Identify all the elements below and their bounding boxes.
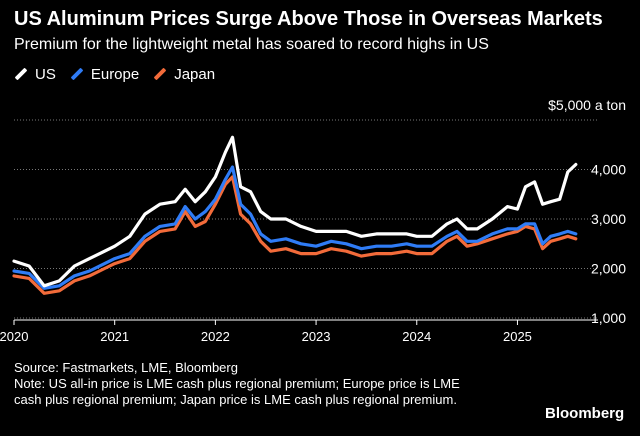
legend-label-us: US <box>35 65 56 83</box>
y-tick-label-5000: $5,000 a ton <box>548 97 626 113</box>
x-tick-label-2024: 2024 <box>402 329 431 344</box>
method-note: Note: US all-in price is LME cash plus r… <box>14 376 460 407</box>
legend-label-japan: Japan <box>174 65 216 83</box>
series-line-japan <box>12 175 578 295</box>
legend-item-us: US <box>14 66 56 83</box>
x-tick-label-2021: 2021 <box>100 329 129 344</box>
source-note: Source: Fastmarkets, LME, Bloomberg <box>14 360 238 375</box>
legend-label-europe: Europe <box>90 65 140 83</box>
footer-notes: Source: Fastmarkets, LME, Bloomberg Note… <box>14 360 484 408</box>
x-tick-label-2022: 2022 <box>201 329 230 344</box>
x-tick-label-2020: 2020 <box>0 329 28 344</box>
chart-title: US Aluminum Prices Surge Above Those in … <box>14 8 603 30</box>
legend-item-japan: Japan <box>153 66 215 83</box>
y-tick-label-2000: 2,000 <box>591 261 626 277</box>
chart-subtitle: Premium for the lightweight metal has so… <box>14 36 489 53</box>
legend: US Europe Japan <box>14 63 229 85</box>
legend-item-europe: Europe <box>70 66 139 83</box>
y-tick-label-4000: 4,000 <box>591 162 626 178</box>
y-tick-label-3000: 3,000 <box>591 211 626 227</box>
series-line-us <box>12 135 578 288</box>
x-tick-label-2025: 2025 <box>503 329 532 344</box>
x-tick-label-2023: 2023 <box>302 329 331 344</box>
bloomberg-logo: Bloomberg <box>545 405 625 422</box>
series-line-europe <box>12 165 578 290</box>
y-tick-label-1000: 1,000 <box>591 310 626 326</box>
